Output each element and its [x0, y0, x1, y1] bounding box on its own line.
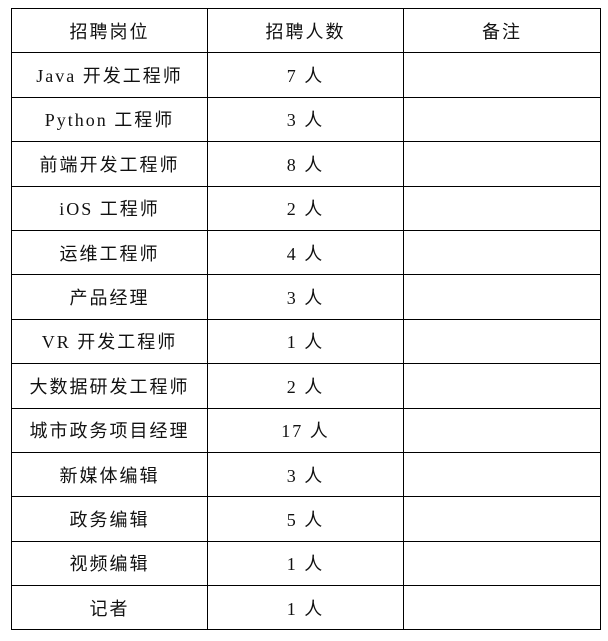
cell-position: 政务编辑: [11, 496, 208, 542]
cell-note: [403, 52, 601, 98]
cell-position: iOS 工程师: [11, 185, 208, 231]
cell-note: [403, 585, 601, 631]
cell-note: [403, 318, 601, 365]
table-row: iOS 工程师 2 人: [11, 185, 601, 231]
cell-position: VR 开发工程师: [11, 318, 208, 365]
table-row: 运维工程师 4 人: [11, 229, 601, 276]
table-row: 新媒体编辑 3 人: [11, 451, 601, 498]
cell-count: 1 人: [207, 540, 404, 587]
cell-position: 大数据研发工程师: [11, 363, 208, 409]
cell-count: 3 人: [207, 451, 404, 498]
cell-note: [403, 96, 601, 143]
cell-note: [403, 141, 601, 187]
table-row: 视频编辑 1 人: [11, 540, 601, 587]
cell-position: 新媒体编辑: [11, 451, 208, 498]
table-row: VR 开发工程师 1 人: [11, 318, 601, 365]
header-count: 招聘人数: [207, 7, 404, 54]
table-row: Java 开发工程师 7 人: [11, 52, 601, 98]
cell-note: [403, 451, 601, 498]
cell-count: 5 人: [207, 496, 404, 542]
cell-position: 前端开发工程师: [11, 141, 208, 187]
header-note: 备注: [403, 7, 601, 54]
header-position: 招聘岗位: [11, 7, 208, 54]
table-row: 前端开发工程师 8 人: [11, 141, 601, 187]
cell-count: 2 人: [207, 185, 404, 231]
table-row: 产品经理 3 人: [11, 274, 601, 320]
cell-position: Python 工程师: [11, 96, 208, 143]
cell-position: 运维工程师: [11, 229, 208, 276]
cell-count: 8 人: [207, 141, 404, 187]
cell-count: 3 人: [207, 274, 404, 320]
cell-position: 记者: [11, 585, 208, 631]
recruitment-table: 招聘岗位 招聘人数 备注 Java 开发工程师 7 人 Python 工程师 3 人前…: [11, 7, 601, 631]
header-row: 招聘岗位 招聘人数 备注: [11, 7, 601, 54]
cell-note: [403, 185, 601, 231]
cell-position: 产品经理: [11, 274, 208, 320]
cell-note: [403, 540, 601, 587]
cell-note: [403, 229, 601, 276]
cell-note: [403, 407, 601, 453]
cell-note: [403, 363, 601, 409]
table-row: 记者 1 人: [11, 585, 601, 631]
cell-count: 17 人: [207, 407, 404, 453]
cell-count: 1 人: [207, 318, 404, 365]
cell-count: 4 人: [207, 229, 404, 276]
cell-note: [403, 274, 601, 320]
table-row: Python 工程师 3 人: [11, 96, 601, 143]
cell-position: 城市政务项目经理: [11, 407, 208, 453]
table-row: 城市政务项目经理 17 人: [11, 407, 601, 453]
cell-count: 1 人: [207, 585, 404, 631]
cell-position: 视频编辑: [11, 540, 208, 587]
table-row: 大数据研发工程师 2 人: [11, 363, 601, 409]
cell-note: [403, 496, 601, 542]
table-row: 政务编辑 5 人: [11, 496, 601, 542]
cell-count: 3 人: [207, 96, 404, 143]
cell-count: 7 人: [207, 52, 404, 98]
cell-count: 2 人: [207, 363, 404, 409]
cell-position: Java 开发工程师: [11, 52, 208, 98]
